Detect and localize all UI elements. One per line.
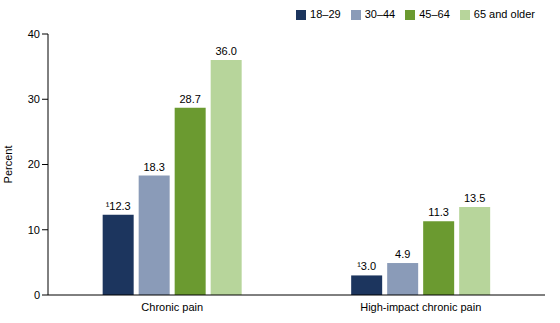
svg-text:¹3.0: ¹3.0 [357, 260, 376, 272]
svg-text:11.3: 11.3 [428, 206, 449, 218]
svg-text:36.0: 36.0 [215, 45, 236, 57]
svg-text:10: 10 [28, 224, 40, 236]
svg-text:40: 40 [28, 28, 40, 40]
svg-text:¹12.3: ¹12.3 [106, 200, 131, 212]
svg-text:Percent: Percent [8, 146, 14, 184]
svg-text:High-impact chronic pain: High-impact chronic pain [360, 301, 481, 313]
html-text:65 and older: 65 and older [473, 8, 535, 20]
html-text:18–29: 18–29 [310, 8, 341, 20]
svg-text:18.3: 18.3 [143, 161, 164, 173]
svg-text:30: 30 [28, 93, 40, 105]
svg-text:4.9: 4.9 [395, 248, 410, 260]
svg-text:0: 0 [34, 289, 40, 301]
svg-text:20: 20 [28, 158, 40, 170]
svg-text:13.5: 13.5 [464, 192, 485, 204]
html-text:30–44: 30–44 [364, 8, 396, 20]
html-text:45–64: 45–64 [419, 8, 450, 20]
svg-text:28.7: 28.7 [179, 93, 200, 105]
svg-text:Chronic pain: Chronic pain [141, 301, 203, 313]
